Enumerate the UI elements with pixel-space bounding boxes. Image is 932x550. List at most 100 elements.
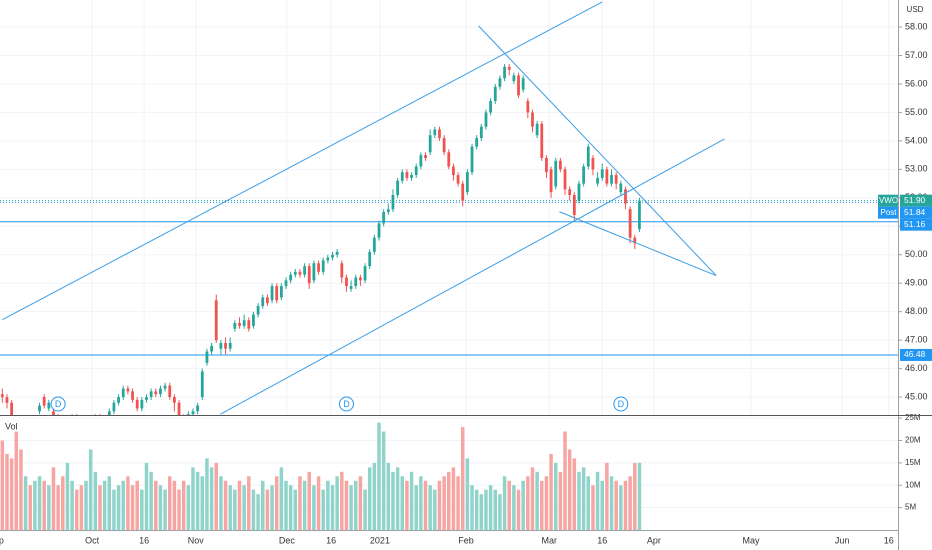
x-tick-label: 16 <box>326 535 336 545</box>
volume-bar <box>237 480 242 530</box>
candle-body <box>484 112 488 127</box>
trend-line <box>559 211 717 276</box>
volume-bar <box>381 431 386 530</box>
volume-bar <box>223 480 228 530</box>
candle-body <box>270 286 274 301</box>
candle-body <box>121 388 125 398</box>
volume-bar <box>79 485 84 530</box>
volume-bar <box>460 427 465 530</box>
volume-bar <box>540 480 544 530</box>
candle-body <box>275 286 279 301</box>
candle-body <box>610 175 613 184</box>
candle-body <box>410 175 413 178</box>
volume-bar <box>628 476 632 530</box>
volume-bar <box>140 489 144 530</box>
volume-bar <box>354 480 358 530</box>
y-tick-label: 5M <box>905 503 916 512</box>
volume-bar <box>9 458 14 530</box>
price-badge-text: 46.48 <box>904 349 926 359</box>
candle-body <box>200 371 204 398</box>
x-tick-label: Dec <box>279 535 296 545</box>
volume-bar <box>493 489 498 530</box>
price-badge-name <box>878 194 899 207</box>
candle-body <box>619 183 623 193</box>
candle-body <box>461 183 465 201</box>
candle-body <box>307 266 311 284</box>
candle-body <box>624 189 627 204</box>
volume-bar <box>442 476 446 530</box>
volume-bar <box>581 467 586 530</box>
candle-body <box>438 129 441 139</box>
price-badge-text: 51.16 <box>904 219 926 229</box>
volume-bar <box>88 449 93 530</box>
candle-body <box>335 251 339 255</box>
volume-bar <box>107 476 112 530</box>
candle-body <box>112 402 116 412</box>
volume-bar <box>479 494 484 530</box>
y-tick-label: 46.00 <box>905 363 928 373</box>
volume-bar <box>507 480 511 530</box>
volume-bar <box>567 449 572 530</box>
volume-bar <box>65 462 70 530</box>
candle-body <box>140 399 144 409</box>
volume-bar <box>614 480 618 530</box>
volume-bar <box>228 485 232 530</box>
candle-body <box>600 169 604 178</box>
volume-bar <box>251 489 256 530</box>
candle-body <box>186 414 190 415</box>
volume-bar <box>191 467 195 530</box>
price-badge <box>900 194 932 207</box>
candle-body <box>247 320 251 329</box>
candle-body <box>321 260 325 272</box>
price-badge-name-text: VWO <box>879 196 898 205</box>
volume-bar <box>98 485 102 530</box>
candle-body <box>349 286 353 289</box>
volume-bar <box>102 480 107 530</box>
candle-body <box>517 75 520 96</box>
event-marker[interactable] <box>613 396 629 412</box>
y-tick-label: 56.00 <box>905 78 928 88</box>
volume-bar <box>288 485 293 530</box>
volume-bar <box>326 480 330 530</box>
volume-bar <box>577 471 581 530</box>
candle-body <box>489 101 493 113</box>
volume-bar <box>37 476 42 530</box>
candle-body <box>368 251 372 267</box>
volume-bar <box>595 471 600 530</box>
event-marker[interactable] <box>50 396 66 412</box>
x-tick-label: 16 <box>597 535 607 545</box>
y-tick-label: 10M <box>905 480 921 489</box>
volume-bar <box>586 476 591 530</box>
x-tick-label: 2021 <box>370 535 390 545</box>
candle-body <box>205 351 209 363</box>
event-marker[interactable] <box>338 396 354 412</box>
volume-bar <box>400 476 405 530</box>
volume-bar <box>307 471 311 530</box>
candle-body <box>303 266 306 275</box>
volume-bar <box>456 476 460 530</box>
candle-body <box>284 280 288 287</box>
volume-bar <box>470 485 474 530</box>
candle-body <box>512 75 516 82</box>
candle-body <box>405 172 409 178</box>
volume-bar <box>516 489 521 530</box>
volume-title: Vol <box>5 421 18 431</box>
y-tick-label: 57.00 <box>905 50 928 60</box>
volume-bar <box>535 471 539 530</box>
candle-body <box>224 342 227 349</box>
volume-bar <box>172 480 177 530</box>
candle-body <box>470 146 474 173</box>
volume-bar <box>293 489 298 530</box>
candle-body <box>391 194 395 210</box>
x-tick-label: 16 <box>139 535 149 545</box>
candle-body <box>293 271 297 275</box>
volume-bar <box>126 476 130 530</box>
y-tick-label: 48.00 <box>905 306 928 316</box>
volume-bar <box>302 480 307 530</box>
price-badge <box>900 206 932 219</box>
candle-body <box>52 411 55 415</box>
volume-bar <box>144 462 149 530</box>
candle-body <box>591 157 595 170</box>
